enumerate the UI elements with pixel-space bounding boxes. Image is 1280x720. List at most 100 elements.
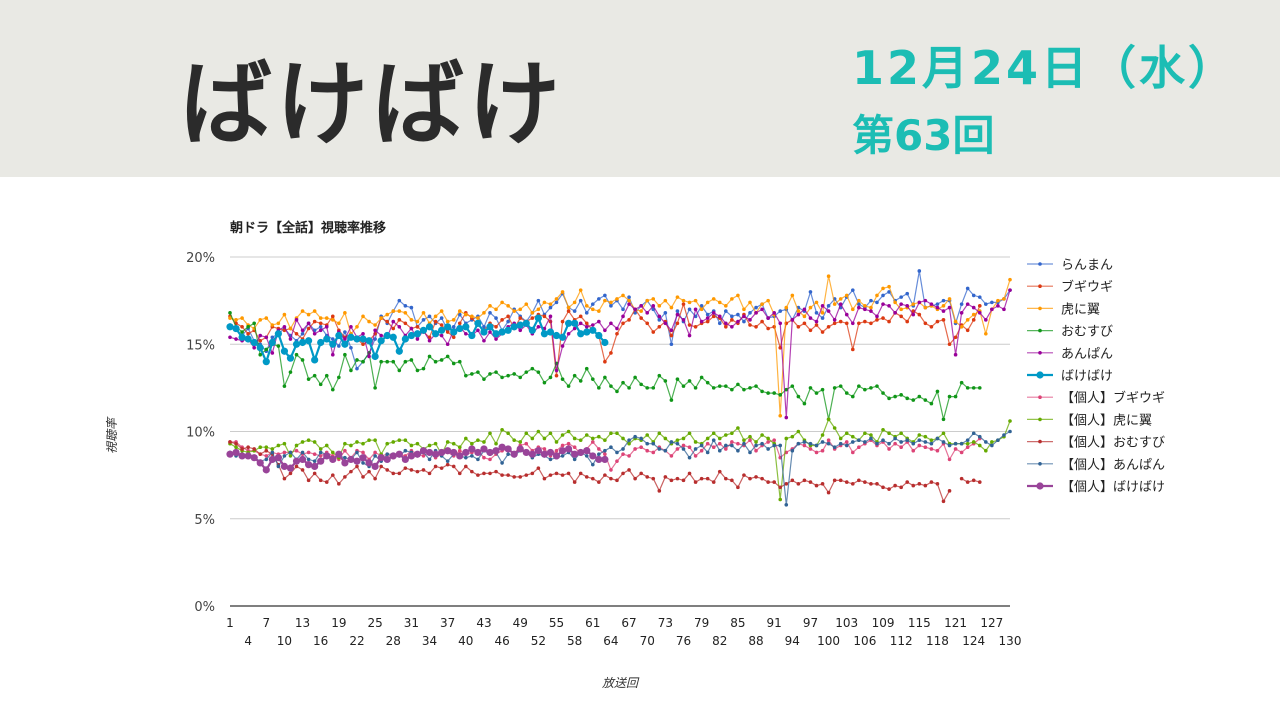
data-point (584, 454, 589, 458)
data-point (337, 482, 341, 486)
data-point (488, 330, 492, 334)
data-point (264, 445, 269, 450)
data-point (566, 305, 571, 310)
series-line (229, 270, 1011, 370)
data-point (935, 436, 940, 441)
data-point (397, 318, 402, 322)
data-point (869, 298, 873, 303)
data-point (566, 309, 571, 313)
data-point (226, 323, 234, 331)
data-point (264, 347, 269, 352)
data-point (705, 319, 710, 324)
data-point (651, 297, 656, 301)
data-point (270, 335, 275, 340)
data-point (548, 314, 553, 319)
data-point (820, 304, 825, 308)
data-point (554, 373, 559, 378)
data-point (711, 445, 716, 450)
data-point (415, 337, 420, 341)
data-point (887, 396, 891, 401)
air-date: 12月24日（水） (852, 41, 1238, 95)
data-point (560, 344, 565, 348)
data-point (754, 305, 758, 310)
data-point (601, 338, 609, 347)
data-point (929, 447, 934, 451)
data-point (317, 457, 325, 465)
data-point (736, 293, 740, 298)
data-point (760, 476, 764, 481)
data-point (300, 468, 305, 472)
data-point (663, 311, 668, 315)
data-point (760, 389, 764, 394)
data-point (645, 386, 650, 390)
data-point (748, 476, 752, 481)
x-tick-label: 127 (980, 616, 1003, 630)
data-point (282, 450, 287, 455)
data-point (270, 450, 275, 455)
data-point (965, 318, 970, 322)
data-point (294, 318, 299, 322)
data-point (669, 328, 674, 333)
data-point (875, 384, 879, 388)
data-point (542, 436, 547, 441)
data-point (324, 480, 329, 484)
data-point (627, 318, 631, 322)
data-point (419, 326, 428, 334)
data-point (349, 325, 353, 329)
data-point (554, 300, 559, 305)
data-point (566, 331, 571, 336)
data-point (959, 450, 964, 455)
data-point (609, 304, 613, 308)
data-point (869, 386, 873, 390)
data-point (415, 469, 420, 474)
data-point (959, 325, 964, 329)
data-point (651, 450, 656, 455)
data-point (911, 441, 916, 446)
y-tick-label: 15% (186, 338, 215, 353)
data-point (566, 471, 571, 476)
data-point (687, 455, 692, 460)
data-point (377, 337, 385, 345)
data-point (518, 316, 523, 320)
data-point (923, 321, 928, 326)
data-point (790, 448, 795, 453)
data-point (246, 325, 250, 329)
data-point (681, 436, 686, 441)
data-point (766, 391, 770, 395)
data-point (766, 480, 770, 484)
data-point (693, 440, 698, 444)
data-point (306, 457, 311, 462)
data-point (826, 438, 831, 443)
data-point (343, 330, 347, 334)
data-point (760, 307, 764, 312)
data-point (857, 445, 861, 450)
data-point (464, 464, 468, 469)
data-point (282, 312, 287, 317)
data-point (518, 307, 523, 312)
y-tick-label: 0% (194, 600, 215, 615)
data-point (730, 318, 734, 322)
data-point (597, 447, 601, 451)
legend-marker (1038, 328, 1042, 333)
data-point (311, 356, 319, 364)
data-point (609, 351, 613, 355)
data-point (808, 441, 813, 446)
data-point (312, 440, 317, 444)
data-point (355, 440, 359, 444)
data-point (383, 331, 391, 340)
data-point (512, 372, 516, 376)
data-point (276, 443, 281, 448)
data-point (403, 304, 408, 308)
data-point (875, 300, 879, 305)
data-point (899, 445, 903, 450)
data-point (844, 480, 849, 484)
data-point (361, 359, 365, 364)
data-point (274, 454, 282, 462)
data-point (717, 384, 722, 388)
data-point (300, 331, 305, 336)
data-point (542, 300, 547, 305)
data-point (566, 384, 571, 388)
data-point (341, 340, 349, 348)
data-point (337, 344, 341, 348)
data-point (500, 473, 504, 477)
